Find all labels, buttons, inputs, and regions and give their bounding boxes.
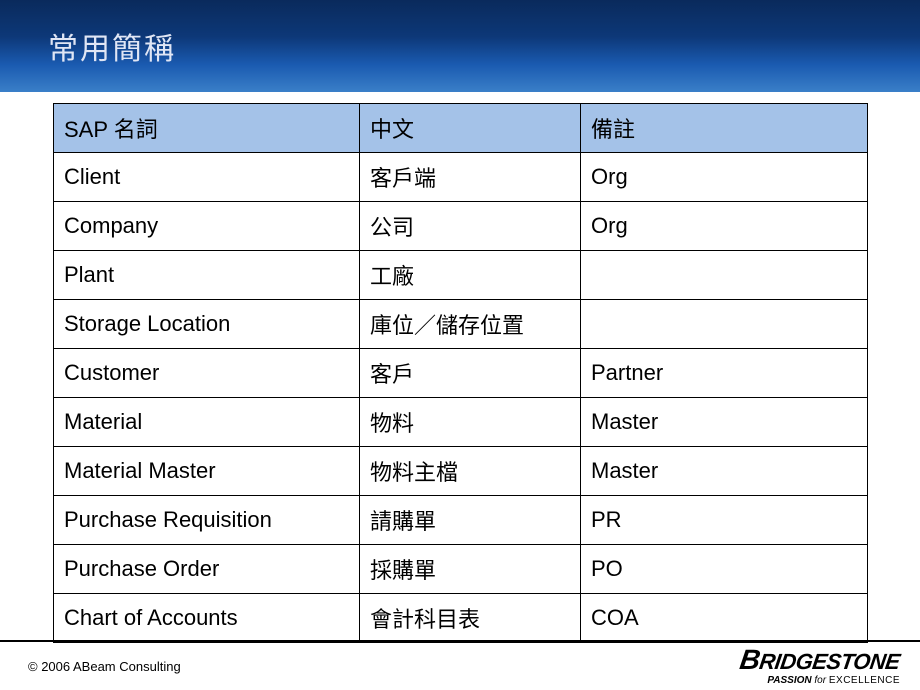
bridgestone-logo: BRIDGESTONE PASSION for EXCELLENCE: [740, 646, 900, 686]
table-row: Storage Location 庫位／儲存位置: [54, 300, 868, 349]
col-header-note: 備註: [581, 104, 868, 153]
cell-sap: Company: [54, 202, 360, 251]
logo-brand: BRIDGESTONE: [738, 646, 902, 674]
cell-cn: 公司: [360, 202, 581, 251]
footer: © 2006 ABeam Consulting BRIDGESTONE PASS…: [0, 640, 920, 690]
cell-note: COA: [581, 594, 868, 643]
cell-cn: 物料: [360, 398, 581, 447]
cell-sap: Material Master: [54, 447, 360, 496]
table-row: Company 公司 Org: [54, 202, 868, 251]
cell-sap: Storage Location: [54, 300, 360, 349]
cell-sap: Material: [54, 398, 360, 447]
table-row: Purchase Order 採購單 PO: [54, 545, 868, 594]
table-header-row: SAP 名詞 中文 備註: [54, 104, 868, 153]
tagline-excellence: EXCELLENCE: [829, 675, 900, 686]
cell-note: PR: [581, 496, 868, 545]
cell-note: [581, 251, 868, 300]
cell-cn: 工廠: [360, 251, 581, 300]
terms-table: SAP 名詞 中文 備註 Client 客戶端 Org Company 公司 O…: [53, 103, 868, 643]
slide-title: 常用簡稱: [48, 24, 176, 68]
table-row: Material 物料 Master: [54, 398, 868, 447]
tagline-for: for: [812, 675, 829, 686]
slide: 常用簡稱 SAP 名詞 中文 備註 Client 客戶端 Org Company…: [0, 0, 920, 690]
table-row: Plant 工廠: [54, 251, 868, 300]
cell-sap: Chart of Accounts: [54, 594, 360, 643]
copyright-text: © 2006 ABeam Consulting: [28, 659, 181, 674]
cell-note: PO: [581, 545, 868, 594]
cell-cn: 會計科目表: [360, 594, 581, 643]
logo-brand-rest: RIDGESTONE: [758, 649, 902, 674]
cell-note: Master: [581, 398, 868, 447]
cell-sap: Customer: [54, 349, 360, 398]
cell-cn: 採購單: [360, 545, 581, 594]
table-row: Chart of Accounts 會計科目表 COA: [54, 594, 868, 643]
cell-sap: Plant: [54, 251, 360, 300]
cell-note: [581, 300, 868, 349]
col-header-sap: SAP 名詞: [54, 104, 360, 153]
cell-cn: 請購單: [360, 496, 581, 545]
title-bar: 常用簡稱: [0, 0, 920, 92]
table-row: Customer 客戶 Partner: [54, 349, 868, 398]
cell-cn: 庫位／儲存位置: [360, 300, 581, 349]
table-row: Purchase Requisition 請購單 PR: [54, 496, 868, 545]
tagline-passion: PASSION: [767, 675, 811, 686]
cell-cn: 物料主檔: [360, 447, 581, 496]
cell-cn: 客戶: [360, 349, 581, 398]
cell-note: Org: [581, 153, 868, 202]
table-row: Material Master 物料主檔 Master: [54, 447, 868, 496]
logo-tagline: PASSION for EXCELLENCE: [767, 676, 900, 686]
cell-note: Partner: [581, 349, 868, 398]
cell-sap: Purchase Order: [54, 545, 360, 594]
cell-note: Org: [581, 202, 868, 251]
cell-cn: 客戶端: [360, 153, 581, 202]
table-row: Client 客戶端 Org: [54, 153, 868, 202]
terms-table-container: SAP 名詞 中文 備註 Client 客戶端 Org Company 公司 O…: [53, 103, 868, 643]
cell-note: Master: [581, 447, 868, 496]
cell-sap: Client: [54, 153, 360, 202]
cell-sap: Purchase Requisition: [54, 496, 360, 545]
col-header-cn: 中文: [360, 104, 581, 153]
